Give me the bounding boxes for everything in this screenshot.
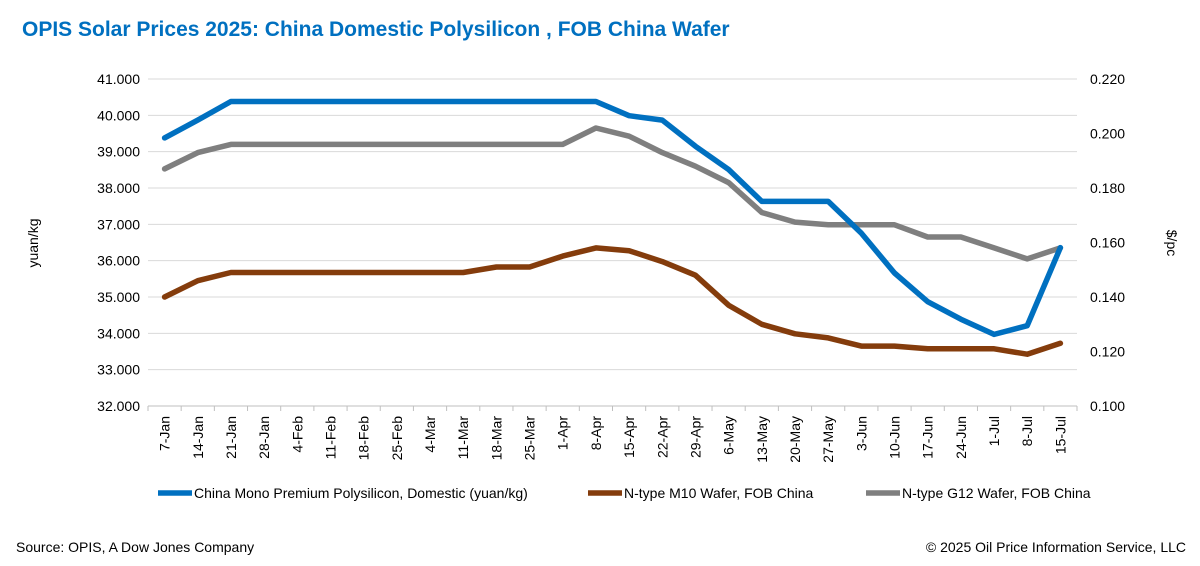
y2-tick-label: 0.120 xyxy=(1090,344,1125,360)
x-tick-label: 25-Feb xyxy=(389,416,405,461)
x-tick-label: 18-Feb xyxy=(356,416,372,461)
y2-tick-label: 0.220 xyxy=(1090,71,1125,87)
y2-tick-label: 0.160 xyxy=(1090,235,1125,251)
legend: China Mono Premium Polysilicon, Domestic… xyxy=(158,485,1091,501)
y-tick-label: 37.000 xyxy=(97,216,140,232)
x-tick-label: 11-Feb xyxy=(322,416,338,460)
x-tick-label: 24-Jun xyxy=(953,416,969,459)
x-tick-label: 27-May xyxy=(820,416,836,463)
x-tick-label: 6-May xyxy=(721,416,737,455)
y-tick-label: 39.000 xyxy=(97,144,140,160)
copyright-note: © 2025 Oil Price Information Service, LL… xyxy=(925,539,1186,555)
x-tick-label: 4-Feb xyxy=(289,416,305,453)
y-tick-label: 33.000 xyxy=(97,362,140,378)
x-tick-label: 15-Jul xyxy=(1052,416,1068,454)
legend-label: N-type G12 Wafer, FOB China xyxy=(902,485,1091,501)
y2-tick-label: 0.140 xyxy=(1090,289,1125,305)
series-lines xyxy=(161,98,1064,357)
x-tick-label: 11-Mar xyxy=(455,416,471,460)
legend-label: China Mono Premium Polysilicon, Domestic… xyxy=(194,485,528,501)
y-tick-label: 32.000 xyxy=(97,398,140,414)
x-tick-label: 29-Apr xyxy=(687,416,703,458)
x-tick-label: 3-Jun xyxy=(853,416,869,451)
x-tick-label: 1-Jul xyxy=(986,416,1002,446)
x-tick-label: 22-Apr xyxy=(654,416,670,458)
x-tick-label: 28-Jan xyxy=(256,416,272,459)
x-tick-label: 8-Jul xyxy=(1019,416,1035,446)
y-tick-label: 35.000 xyxy=(97,289,140,305)
x-tick-label: 10-Jun xyxy=(887,416,903,459)
series-line-2 xyxy=(161,245,1064,357)
x-tick-label: 8-Apr xyxy=(588,416,604,451)
y2-tick-label: 0.180 xyxy=(1090,180,1125,196)
y-axis-label: yuan/kg xyxy=(25,218,41,267)
y-tick-label: 40.000 xyxy=(97,107,140,123)
y-tick-label: 38.000 xyxy=(97,180,140,196)
legend-label: N-type M10 Wafer, FOB China xyxy=(624,485,814,501)
x-tick-label: 14-Jan xyxy=(190,416,206,459)
x-tick-label: 18-Mar xyxy=(488,416,504,461)
chart-title: OPIS Solar Prices 2025: China Domestic P… xyxy=(22,18,730,41)
source-note: Source: OPIS, A Dow Jones Company xyxy=(16,539,255,555)
series-line-3 xyxy=(161,125,1064,262)
gridlines xyxy=(148,78,1077,371)
x-tick-label: 20-May xyxy=(787,416,803,463)
series-line-1 xyxy=(161,98,1064,338)
y2-tick-label: 0.100 xyxy=(1090,398,1125,414)
x-tick-label: 21-Jan xyxy=(223,416,239,459)
y2-axis-label: $/pc xyxy=(1164,230,1180,256)
x-tick-label: 7-Jan xyxy=(157,416,173,451)
x-tick-label: 15-Apr xyxy=(621,416,637,458)
y-tick-label: 41.000 xyxy=(97,71,140,87)
axes: 32.000 33.000 34.000 35.000 36.000 37.000 38.0… xyxy=(25,71,1180,463)
x-tick-label: 4-Mar xyxy=(422,416,438,453)
y-tick-label: 34.000 xyxy=(97,325,140,341)
x-tick-label: 17-Jun xyxy=(920,416,936,459)
x-tick-label: 25-Mar xyxy=(522,416,538,461)
y2-tick-label: 0.200 xyxy=(1090,126,1125,142)
y-tick-label: 36.000 xyxy=(97,253,140,269)
x-tick-label: 1-Apr xyxy=(555,416,571,451)
x-tick-label: 13-May xyxy=(754,416,770,463)
